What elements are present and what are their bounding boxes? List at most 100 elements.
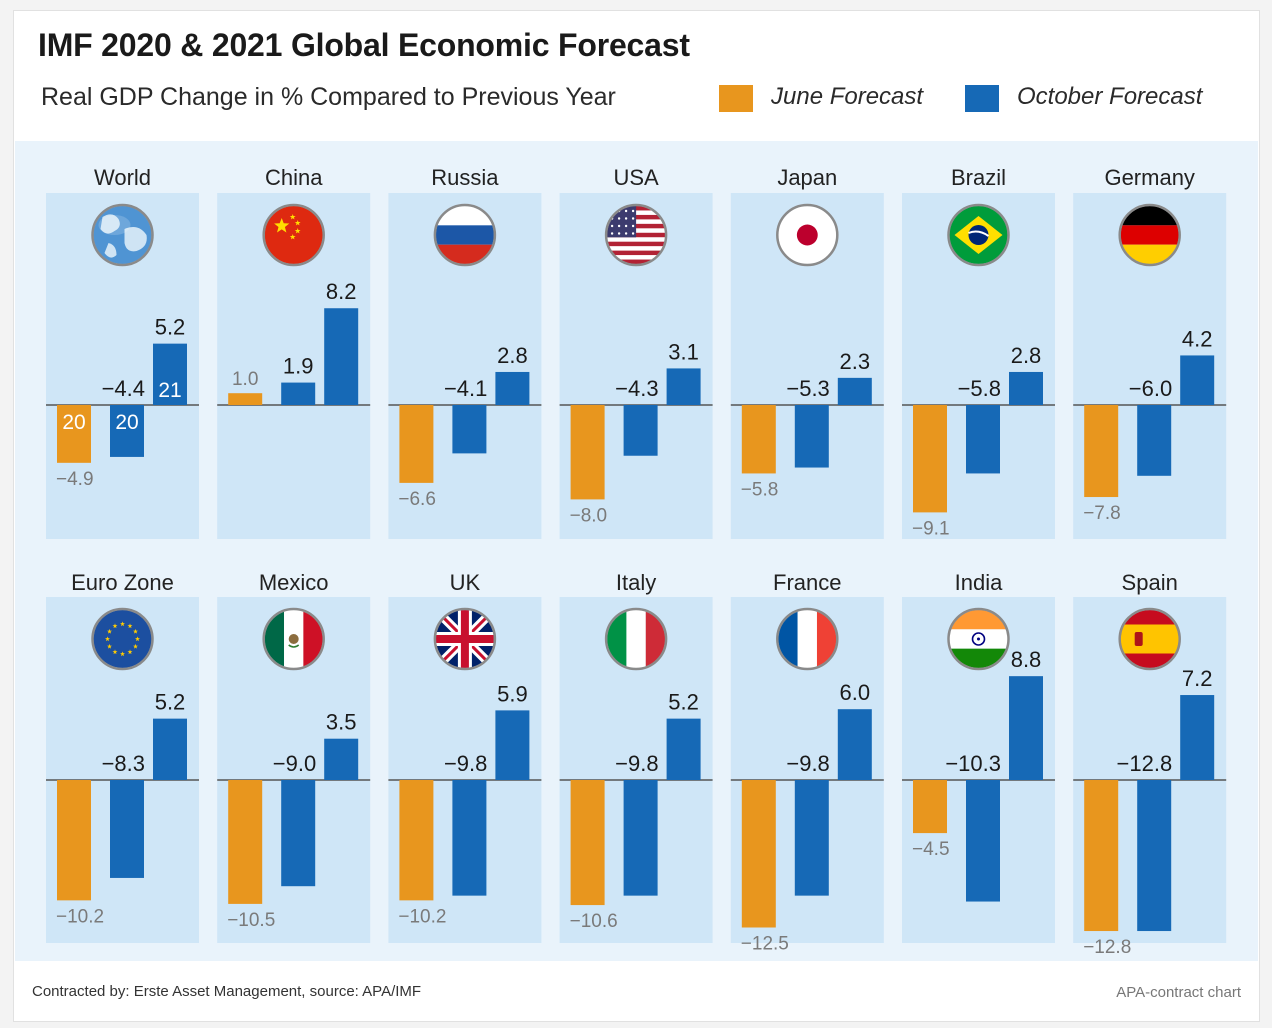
bar-year-tag: 20 <box>62 411 85 434</box>
data-label-october-2020: −6.0 <box>1129 376 1172 401</box>
data-label-october-2021: 2.3 <box>840 349 871 374</box>
data-label-october-2021: 2.8 <box>497 343 528 368</box>
country-panel: Italy −10.6 −9.8 5.2 <box>559 570 713 943</box>
bar-june-2020 <box>570 405 605 500</box>
data-label-june-2020: −9.1 <box>912 518 950 539</box>
bar-october-2021 <box>666 718 701 780</box>
bar-june-2020 <box>228 393 263 405</box>
data-label-october-2020: −5.8 <box>958 376 1001 401</box>
data-label-october-2020: −9.8 <box>444 751 487 776</box>
legend-swatch-october <box>965 85 999 112</box>
country-panel: USA −8.0 −4.3 3.1 <box>559 165 713 539</box>
bar-october-2020 <box>281 780 316 887</box>
data-label-june-2020: 1.0 <box>232 369 258 390</box>
bar-october-2020 <box>110 780 144 878</box>
bar-october-2021 <box>324 738 359 780</box>
bar-october-2020 <box>452 780 487 896</box>
chart-svg: World 20 −4.9 20 −4.4 21 5.2 China 1.0 1.9 8.2 Russ… <box>46 165 1227 958</box>
data-label-june-2020: −12.5 <box>741 934 789 955</box>
bar-october-2020 <box>966 780 1000 902</box>
bar-october-2021 <box>837 709 872 780</box>
data-label-october-2020: −4.3 <box>615 376 658 401</box>
country-name: Germany <box>1104 165 1194 190</box>
data-label-october-2021: 5.2 <box>155 315 186 340</box>
data-label-october-2020: −10.3 <box>945 751 1001 776</box>
bar-june-2020 <box>913 780 947 834</box>
data-label-october-2021: 4.2 <box>1182 326 1213 351</box>
country-panel: India −4.5 −10.3 8.8 <box>902 570 1055 943</box>
credit-note: APA-contract chart <box>1116 984 1241 1001</box>
country-name: UK <box>450 570 481 595</box>
chart-card: IMF 2020 & 2021 Global Economic Forecast… <box>13 10 1260 1022</box>
china-flag-icon <box>262 203 325 267</box>
bar-june-2020 <box>1084 405 1119 498</box>
data-label-october-2021: 5.2 <box>155 690 186 715</box>
country-panel: France −12.5 −9.8 6.0 <box>730 570 884 955</box>
country-panel: Brazil −9.1 −5.8 2.8 <box>902 165 1055 539</box>
data-label-october-2021: 5.9 <box>497 681 528 706</box>
country-panel: China 1.0 1.9 8.2 <box>217 165 371 539</box>
chart-subtitle: Real GDP Change in % Compared to Previou… <box>41 83 616 111</box>
bar-june-2020 <box>399 780 434 901</box>
country-name: World <box>94 165 151 190</box>
india-flag-icon <box>947 607 1010 671</box>
spain-flag-icon <box>1118 607 1181 671</box>
chart-title: IMF 2020 & 2021 Global Economic Forecast <box>38 27 690 63</box>
bar-october-2021 <box>1009 676 1043 780</box>
country-name: China <box>265 165 323 190</box>
bar-october-2020 <box>794 405 829 468</box>
bar-october-2021 <box>153 718 187 780</box>
bar-june-2020 <box>228 780 263 904</box>
uk-flag-icon <box>433 607 497 671</box>
data-label-june-2020: −10.2 <box>398 906 446 927</box>
country-name: Russia <box>431 165 499 190</box>
country-name: France <box>773 570 841 595</box>
data-label-october-2020: −4.1 <box>444 376 487 401</box>
data-label-june-2020: −12.8 <box>1083 937 1131 958</box>
bar-june-2020 <box>57 780 91 901</box>
data-label-june-2020: −7.8 <box>1083 503 1121 524</box>
bar-october-2020 <box>794 780 829 896</box>
legend-label-june: June Forecast <box>771 83 924 110</box>
bar-october-2020 <box>1137 405 1172 476</box>
country-panel: World 20 −4.9 20 −4.4 21 5.2 <box>46 165 199 539</box>
country-name: Brazil <box>951 165 1006 190</box>
data-label-october-2020: −9.8 <box>786 751 829 776</box>
bar-june-2020 <box>57 405 91 463</box>
data-label-october-2021: 8.2 <box>326 279 357 304</box>
usa-flag-icon <box>604 203 668 267</box>
data-label-june-2020: −10.5 <box>227 910 275 931</box>
brazil-flag-icon <box>947 203 1010 267</box>
source-note: Contracted by: Erste Asset Management, s… <box>32 983 422 1000</box>
bar-october-2021 <box>666 368 701 405</box>
data-label-june-2020: −8.0 <box>570 505 608 526</box>
japan-flag-icon <box>776 203 839 267</box>
bar-june-2020 <box>399 405 434 483</box>
bar-june-2020 <box>913 405 947 513</box>
country-name: USA <box>613 165 659 190</box>
bar-october-2020 <box>1137 780 1172 932</box>
bar-june-2020 <box>741 780 776 928</box>
country-panel: Japan −5.8 −5.3 2.3 <box>730 165 884 539</box>
bar-october-2021 <box>324 308 359 405</box>
data-label-october-2020: −5.3 <box>786 376 829 401</box>
country-panel: Russia −6.6 −4.1 2.8 <box>388 165 542 539</box>
bar-october-2020 <box>281 382 316 405</box>
bar-october-2021 <box>153 343 187 405</box>
bar-october-2020 <box>966 405 1000 474</box>
bar-october-2021 <box>1009 371 1043 405</box>
plot-area: World 20 −4.9 20 −4.4 21 5.2 China 1.0 1.9 8.2 Russ… <box>15 141 1258 961</box>
germany-flag-icon <box>1118 203 1181 267</box>
bar-october-2020 <box>623 780 658 896</box>
data-label-october-2021: 3.5 <box>326 710 357 735</box>
country-panel: Germany −7.8 −6.0 4.2 <box>1073 165 1227 539</box>
country-name: India <box>955 570 1003 595</box>
data-label-october-2021: 8.8 <box>1011 647 1042 672</box>
bar-year-tag: 21 <box>158 379 181 402</box>
bar-june-2020 <box>1084 780 1119 932</box>
italy-flag-icon <box>604 607 668 671</box>
data-label-october-2020: −12.8 <box>1117 751 1173 776</box>
bar-october-2021 <box>1180 355 1215 405</box>
data-label-june-2020: −5.8 <box>741 479 779 500</box>
data-label-june-2020: −10.2 <box>56 906 104 927</box>
